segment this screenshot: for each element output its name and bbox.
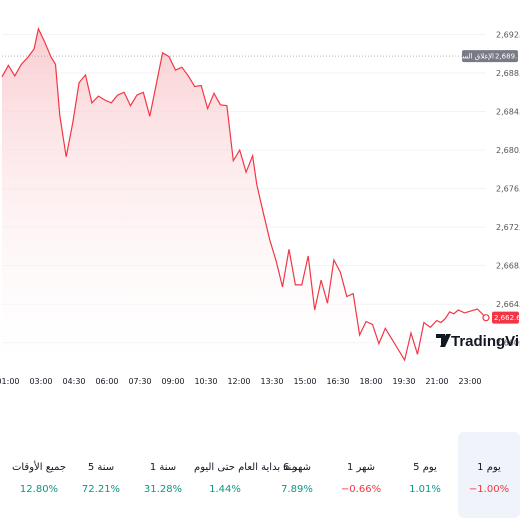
x-tick-label: 19:30 xyxy=(392,377,415,386)
y-tick-label: 2,672.000 xyxy=(496,223,520,232)
x-tick-label: 01:00 xyxy=(0,377,20,386)
period-tab[interactable]: 1 يوم −1.00% xyxy=(458,432,520,518)
tradingview-logo-text: TradingView xyxy=(451,333,520,350)
period-tab-value: 1.01% xyxy=(409,484,441,495)
x-tick-label: 06:00 xyxy=(95,377,118,386)
period-tab[interactable]: جميع الأوقات 12.80% xyxy=(8,432,70,518)
y-tick-label: 2,688.000 xyxy=(496,69,520,78)
y-tick-label: 2,668.000 xyxy=(496,262,520,271)
period-tab[interactable]: 5 يوم 1.01% xyxy=(394,432,456,518)
period-tab-value: −1.00% xyxy=(468,484,510,495)
price-area-fill xyxy=(2,28,486,362)
x-tick-label: 18:00 xyxy=(359,377,382,386)
y-tick-label: 2,676.000 xyxy=(496,185,520,194)
x-tick-label: 13:30 xyxy=(260,377,283,386)
x-tick-label: 09:00 xyxy=(161,377,184,386)
y-tick-label: 2,660.000 xyxy=(496,339,520,348)
price-chart: 2,692.000 2,688.000 2,684.000 2,680.000 2,67… xyxy=(0,26,520,386)
period-tab-label: 1 يوم xyxy=(477,462,501,473)
y-tick-label: 2,684.000 xyxy=(496,108,520,117)
period-tab[interactable]: 6 شهر 7.89% xyxy=(266,432,328,518)
last-price-marker xyxy=(482,314,490,322)
y-tick-label: 2,664.000 xyxy=(496,300,520,309)
period-tab-label: 1 سنة xyxy=(149,462,177,473)
last-price-badge: 2,662.620 xyxy=(492,311,520,324)
period-tab[interactable]: منذ بداية العام حتى اليوم 1.44% xyxy=(194,432,297,518)
x-tick-label: 15:00 xyxy=(293,377,316,386)
period-tab-value: 1.44% xyxy=(209,484,241,495)
period-tab-label: 1 شهر xyxy=(346,462,376,473)
x-tick-label: 03:00 xyxy=(29,377,52,386)
x-tick-label: 04:30 xyxy=(62,377,85,386)
price-line xyxy=(1,26,487,362)
previous-close-badge: الإغلاق السابق 2,689.755 xyxy=(452,50,520,63)
performance-tabs: جميع الأوقات 12.80% 5 سنة 72.21% 1 سنة 31.28%… xyxy=(0,432,520,520)
period-tab-value: 72.21% xyxy=(81,484,121,495)
period-tab-value: 7.89% xyxy=(281,484,313,495)
x-tick-label: 07:30 xyxy=(128,377,151,386)
y-tick-label: 2,680.000 xyxy=(496,146,520,155)
x-tick-label: 12:00 xyxy=(227,377,250,386)
period-tab-label: 5 يوم xyxy=(413,462,437,473)
period-tab-value: 31.28% xyxy=(143,484,183,495)
x-tick-label: 21:00 xyxy=(425,377,448,386)
x-tick-label: 23:00 xyxy=(458,377,481,386)
period-tab-value: −0.66% xyxy=(340,484,382,495)
x-tick-label: 16:30 xyxy=(326,377,349,386)
tradingview-logo-icon xyxy=(436,334,451,347)
period-tab[interactable]: 5 سنة 72.21% xyxy=(70,432,132,518)
tradingview-logo: TradingView xyxy=(436,333,520,350)
x-tick-label: 10:30 xyxy=(194,377,217,386)
period-tab[interactable]: 1 شهر −0.66% xyxy=(330,432,392,518)
period-tab[interactable]: 1 سنة 31.28% xyxy=(132,432,194,518)
period-tab-label: 6 شهر xyxy=(282,462,312,473)
period-tab-label: منذ بداية العام حتى اليوم xyxy=(194,462,297,473)
y-tick-label: 2,692.000 xyxy=(496,30,520,39)
previous-close-value: 2,689.755 xyxy=(495,53,520,61)
last-price-value: 2,662.620 xyxy=(494,314,520,322)
period-tab-value: 12.80% xyxy=(19,484,59,495)
period-tab-label: جميع الأوقات xyxy=(11,462,67,473)
previous-close-label: الإغلاق السابق xyxy=(452,53,494,61)
period-tab-label: 5 سنة xyxy=(87,462,115,473)
